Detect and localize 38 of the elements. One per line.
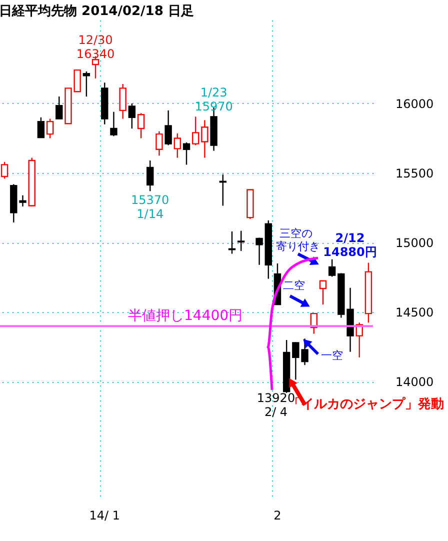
annotation: 三空の: [280, 227, 312, 240]
candlestick: [319, 280, 327, 306]
candlestick: [128, 102, 136, 130]
chart-title: 日経平均先物 2014/02/18 日足: [0, 4, 194, 19]
y-tick-label: 14000: [396, 375, 434, 390]
candlestick: [110, 111, 118, 137]
ref-line-label: 半値押し14400円: [128, 308, 243, 324]
annotation: 15370 1/14: [131, 193, 170, 222]
candlestick: [164, 110, 172, 146]
y-tick-label: 16000: [396, 96, 434, 111]
candlestick: [156, 130, 163, 156]
y-tick-label: 14500: [396, 306, 434, 320]
candlestick: [146, 160, 154, 192]
annotation: 寄り付き: [276, 240, 320, 253]
x-tick-label: 14/ 1: [89, 508, 120, 522]
annotation: 一空: [321, 349, 343, 362]
annotation: 1/23 15970: [194, 86, 233, 114]
candlestick: [328, 258, 336, 278]
annotation: 12/30 16340: [76, 33, 115, 62]
annotation: 2/12 14880円: [323, 231, 377, 259]
candlestick: [46, 118, 54, 139]
candlestick: [82, 70, 90, 98]
annotation: 13920 2/ 4: [256, 391, 296, 419]
candlestick: [256, 237, 263, 266]
candlestick: [56, 96, 63, 120]
candlestick: [201, 120, 208, 158]
candlestick: [182, 142, 190, 166]
candlestick: [137, 112, 145, 139]
candlestick: [119, 83, 126, 120]
candlestick: [174, 132, 182, 158]
x-tick-label: 2: [274, 508, 282, 522]
y-tick-label: 15500: [396, 166, 434, 181]
annotation: 二空: [283, 279, 305, 292]
candlestick: [192, 116, 200, 146]
candlestick: [37, 116, 45, 138]
y-tick-label: 15000: [396, 236, 434, 250]
candlestick: [19, 194, 26, 208]
candlestick: [237, 230, 245, 252]
